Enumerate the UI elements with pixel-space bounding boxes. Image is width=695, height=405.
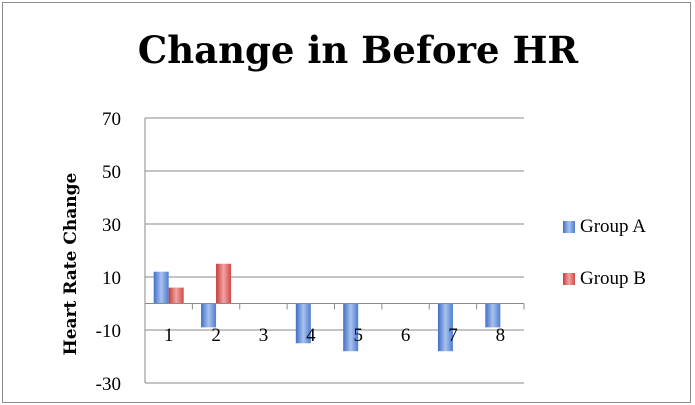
x-tick-label: 2 [211,325,221,346]
legend-item-group-b: Group B [563,264,646,294]
bar-group-b-1 [168,287,184,304]
legend-label-group-a: Group A [580,216,646,237]
x-tick-label: 3 [259,325,269,346]
x-tick-label: 7 [448,325,458,346]
y-axis-label: Heart Rate Change [61,172,81,355]
bar-group-a-1 [153,271,169,304]
y-tick-label: -10 [96,321,121,342]
x-tick-label: 1 [164,325,174,346]
legend-label-group-b: Group B [580,268,646,289]
x-tick-label: 4 [306,325,316,346]
bar-group-a-5 [343,303,359,352]
x-tick-label: 8 [496,325,506,346]
y-tick-label: 50 [102,162,121,183]
legend-swatch-group-b [563,273,575,285]
bar-group-a-7 [437,303,453,352]
y-tick-label: -30 [96,374,121,395]
y-tick-label: 10 [102,268,121,289]
bar-group-a-2 [201,303,217,328]
x-tick-label: 6 [401,325,411,346]
bar-group-a-8 [485,303,501,328]
x-tick-label: 5 [353,325,363,346]
legend-swatch-group-a [563,221,575,233]
legend: Group A Group B [563,212,646,316]
legend-item-group-a: Group A [563,212,646,242]
y-tick-label: 70 [102,109,121,130]
bar-group-a-4 [295,303,311,344]
bar-group-b-2 [216,263,232,304]
y-tick-label: 30 [102,215,121,236]
chart-title: Change in Before HR [137,28,579,72]
